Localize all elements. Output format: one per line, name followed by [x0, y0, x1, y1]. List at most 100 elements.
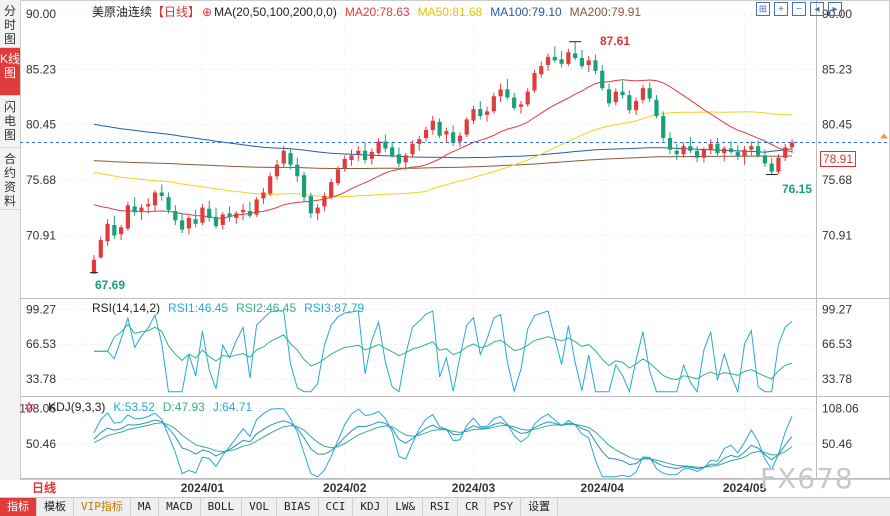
period-selector[interactable]: 日线 ▲ [20, 480, 70, 512]
candle-body-48 [417, 139, 422, 144]
zoom-in-icon[interactable]: + [774, 2, 788, 16]
left-tab-2[interactable]: 闪电图 [0, 96, 20, 148]
candle-body-102 [783, 147, 788, 158]
indicator-tab-8[interactable]: CCI [319, 498, 354, 516]
candle-body-80 [634, 100, 639, 111]
indicator-tab-9[interactable]: KDJ [353, 498, 389, 516]
candle-body-3 [112, 224, 117, 236]
candle-body-12 [173, 211, 178, 221]
candle-body-9 [152, 192, 158, 206]
ma100-value: MA100:79.10 [490, 5, 562, 19]
x-tick-label-4: 2024/05 [723, 481, 767, 495]
right-tick-label-2-0: 108.06 [822, 401, 859, 415]
candle-body-94 [728, 148, 734, 152]
candle-body-35 [329, 182, 334, 198]
rsi-legend: RSI(14,14,2) RSI1:46.45 RSI2:46.45 RSI3:87.… [92, 301, 372, 315]
indicator-tab-2[interactable]: VIP指标 [74, 498, 131, 516]
candle-body-77 [613, 91, 618, 103]
candle-body-32 [308, 195, 313, 214]
candle-body-13 [179, 220, 185, 230]
candle-body-11 [166, 197, 171, 210]
candle-body-41 [369, 151, 374, 159]
candle-body-63 [518, 104, 524, 107]
indicator-tab-3[interactable]: MA [131, 498, 160, 516]
candle-body-0 [91, 259, 97, 274]
period-selector-label: 日线 [32, 481, 57, 495]
candle-body-67 [545, 56, 551, 66]
indicator-tab-1[interactable]: 模板 [37, 498, 74, 516]
right-tick-label-0-0: 90.00 [822, 7, 852, 21]
candle-body-58 [484, 111, 490, 115]
kdj-k-line [93, 419, 793, 470]
indicator-tab-6[interactable]: VOL [242, 498, 277, 516]
left-tab-3[interactable]: 合约资料 [0, 148, 20, 210]
chart-canvas[interactable]: 90.00 90.00 85.23 85.23 80.45 80.45 75.68 75.68… [0, 0, 890, 497]
settings-gear-icon[interactable]: ⊕ [202, 5, 213, 19]
candle-body-60 [498, 89, 503, 97]
candle-body-68 [552, 56, 557, 61]
left-tab-0[interactable]: 分时图 [0, 0, 20, 48]
candle-body-31 [301, 175, 307, 198]
candle-body-7 [139, 207, 144, 212]
left-tick-label-0-4: 70.91 [26, 228, 56, 242]
indicator-tab-7[interactable]: BIAS [277, 498, 319, 516]
ma200-value: MA200:79.91 [569, 5, 642, 19]
indicator-tab-13[interactable]: PSY [486, 498, 522, 516]
candle-body-16 [200, 207, 205, 223]
candle-body-6 [132, 206, 137, 213]
candle-body-74 [593, 60, 598, 71]
left-tab-1[interactable]: K线图 [0, 48, 20, 96]
last-price-tag: 78.91 [820, 151, 857, 167]
candle-body-26 [268, 176, 273, 194]
expand-icon[interactable]: ⊞ [756, 2, 770, 16]
candle-body-97 [749, 146, 754, 150]
kdj-d-line [93, 422, 793, 468]
zoom-out-icon[interactable]: − [792, 2, 806, 16]
indicator-tab-4[interactable]: MACD [159, 498, 201, 516]
candle-body-57 [478, 109, 483, 117]
low-annotation: 67.69 [95, 278, 126, 292]
indicator-tab-12[interactable]: CR [458, 498, 487, 516]
rsi3-line [94, 310, 793, 394]
candle-body-38 [349, 155, 354, 161]
scroll-right-icon[interactable]: ▸ [828, 2, 842, 16]
candle-body-70 [566, 52, 571, 64]
right-tick-label-0-2: 80.45 [822, 118, 852, 132]
candle-body-43 [383, 141, 388, 149]
candle-body-92 [715, 143, 720, 154]
candle-body-46 [403, 155, 408, 163]
candle-body-84 [661, 116, 666, 139]
right-tick-label-2-1: 50.46 [822, 437, 852, 451]
kdj-k-value: K:53.52 [113, 400, 155, 414]
crosshair-icon[interactable]: ✲ [24, 400, 35, 414]
scroll-left-icon[interactable]: ◂ [810, 2, 824, 16]
candle-body-99 [762, 155, 767, 164]
candle-body-62 [512, 97, 517, 108]
candle-body-56 [471, 109, 476, 121]
ma200-line [93, 155, 793, 169]
candle-body-5 [125, 205, 130, 229]
indicator-tab-10[interactable]: LW& [388, 498, 424, 516]
indicator-tab-11[interactable]: RSI [423, 498, 458, 516]
watermark-logo: FX678 [760, 462, 854, 495]
candle-body-40 [362, 150, 368, 161]
x-tick-label-0: 2024/01 [181, 481, 225, 495]
chart-type-tabs: 分时图 K线图 闪电图 合约资料 [0, 0, 21, 480]
right-tick-label-0-3: 75.68 [822, 173, 852, 187]
candle-body-18 [213, 216, 219, 227]
candle-body-36 [335, 169, 341, 184]
indicator-tab-5[interactable]: BOLL [201, 498, 243, 516]
ma20-value: MA20:78.63 [344, 5, 410, 19]
indicator-tab-14[interactable]: 设置 [521, 498, 559, 516]
candle-body-30 [295, 164, 300, 177]
left-tick-label-0-3: 75.68 [26, 173, 56, 187]
candle-body-59 [491, 96, 496, 112]
indicator-tab-0[interactable]: 指标 [0, 498, 37, 516]
candle-body-14 [186, 218, 191, 229]
candle-body-34 [322, 195, 327, 207]
candle-body-52 [444, 131, 449, 135]
candle-body-93 [722, 148, 727, 154]
left-tick-label-2-1: 50.46 [26, 437, 56, 451]
rsi2-value: RSI2:46.45 [236, 301, 297, 315]
candle-body-1 [98, 240, 103, 258]
